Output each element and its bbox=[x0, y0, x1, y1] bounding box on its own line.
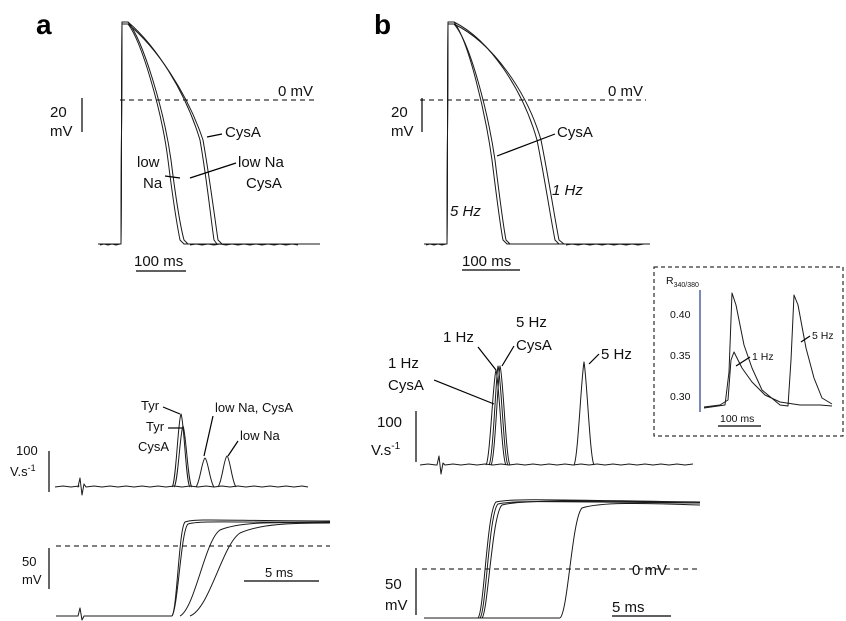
inset-calcium: R340/380 0.40 0.35 0.30 100 ms 1 Hz 5 Hz bbox=[653, 266, 844, 437]
upstroke-trace-1hz bbox=[481, 500, 701, 619]
pointer-cysa-a bbox=[206, 133, 223, 138]
label-tyr-cysa-2: CysA bbox=[138, 439, 169, 454]
upstroke-trace-low-na-cysa bbox=[179, 522, 331, 617]
upstroke-trace-tyr bbox=[171, 519, 331, 617]
dvdt-trace-1hz bbox=[488, 365, 509, 466]
panel-a-upstroke: 50 mV 5 ms bbox=[22, 519, 331, 621]
label-5hz: 5 Hz bbox=[601, 346, 632, 363]
upstroke-trace-5hz bbox=[477, 499, 701, 619]
dvdt-baseline-b bbox=[419, 455, 694, 475]
label-low-na-cysa-2: CysA bbox=[246, 175, 282, 192]
baseline-noise-b bbox=[425, 243, 645, 246]
pointer-low-na-dvdt bbox=[227, 440, 239, 457]
panel-b-dvdt: 100 V.s-1 1 Hz CysA 1 Hz 5 Hz CysA 5 Hz bbox=[371, 314, 694, 475]
label-1hz-ap: 1 Hz bbox=[552, 182, 583, 199]
ap-trace-cysa bbox=[120, 21, 320, 245]
label-low-na-cysa-1: low Na bbox=[238, 154, 285, 171]
pointer-low-na bbox=[164, 175, 181, 179]
voltage-scale-unit-b: mV bbox=[391, 123, 414, 140]
upstroke-voltage-scale-unit-a: mV bbox=[22, 572, 42, 587]
label-cysa-b: CysA bbox=[557, 124, 593, 141]
inset-ytick-040: 0.40 bbox=[670, 309, 691, 321]
label-1hz-cysa-1: 1 Hz bbox=[388, 355, 419, 372]
dvdt-trace-tyr bbox=[171, 413, 191, 488]
inset-frame bbox=[653, 266, 844, 437]
inset-pointer-1hz bbox=[735, 356, 751, 367]
panel-b-upstroke: 0 mV 50 mV 5 ms bbox=[385, 499, 701, 619]
zero-label-b-up: 0 mV bbox=[632, 562, 667, 579]
label-low-na-1: low bbox=[137, 154, 160, 171]
label-low-na-cysa-dvdt: low Na, CysA bbox=[215, 400, 293, 415]
upstroke-voltage-scale-value-b: 50 bbox=[385, 576, 402, 593]
inset-pointer-5hz bbox=[800, 335, 811, 343]
ap-trace-tyr bbox=[98, 21, 320, 245]
upstroke-trace-tyr-cysa bbox=[171, 521, 331, 617]
panel-label-a: a bbox=[36, 9, 52, 40]
label-low-na-2: Na bbox=[143, 175, 163, 192]
time-scale-label-a: 100 ms bbox=[134, 253, 183, 270]
dvdt-trace-low-na bbox=[217, 455, 237, 488]
label-5hz-cysa-2: CysA bbox=[516, 337, 552, 354]
voltage-scale-value-a: 20 bbox=[50, 104, 67, 121]
time-scale-label-b: 100 ms bbox=[462, 253, 511, 270]
inset-trace-1hz bbox=[703, 351, 833, 408]
inset-label-5hz: 5 Hz bbox=[812, 330, 834, 342]
label-5hz-cysa-1: 5 Hz bbox=[516, 314, 547, 331]
label-tyr: Tyr bbox=[141, 398, 160, 413]
label-cysa-a: CysA bbox=[225, 124, 261, 141]
upstroke-time-scale-label-b: 5 ms bbox=[612, 599, 645, 616]
pointer-5hz bbox=[588, 353, 600, 365]
inset-trace-5hz bbox=[703, 292, 833, 409]
inset-ylabel: R340/380 bbox=[666, 275, 699, 289]
voltage-scale-value-b: 20 bbox=[391, 104, 408, 121]
pointer-1hz-cysa bbox=[433, 379, 495, 405]
voltage-scale-unit-a: mV bbox=[50, 123, 73, 140]
upstroke-baseline-a bbox=[56, 607, 172, 621]
inset-label-1hz: 1 Hz bbox=[752, 351, 774, 363]
ap-trace-low-na-cysa bbox=[120, 23, 320, 245]
dvdt-baseline-a bbox=[54, 477, 309, 496]
upstroke-time-scale-label-a: 5 ms bbox=[265, 565, 294, 580]
rate-scale-value-a: 100 bbox=[16, 443, 38, 458]
dvdt-trace-tyr-cysa bbox=[173, 425, 193, 488]
zero-label-b: 0 mV bbox=[608, 83, 643, 100]
inset-time-scale-label: 100 ms bbox=[720, 413, 754, 425]
label-5hz-ap: 5 Hz bbox=[450, 203, 481, 220]
dvdt-trace-low-na-cysa bbox=[195, 457, 215, 488]
label-1hz-cysa-2: CysA bbox=[388, 377, 424, 394]
ap-trace-5hz-cysa bbox=[446, 23, 650, 245]
inset-ytick-035: 0.35 bbox=[670, 350, 691, 362]
zero-label-a: 0 mV bbox=[278, 83, 313, 100]
panel-a-ap: 0 mV 20 mV 100 ms CysA low Na low Na Cys… bbox=[50, 21, 320, 272]
pointer-cysa-b bbox=[496, 133, 556, 157]
pointer-tyr bbox=[162, 406, 181, 415]
pointer-5hz-cysa bbox=[501, 345, 515, 367]
panel-b-ap: 0 mV 20 mV 100 ms CysA 5 Hz 1 Hz bbox=[391, 21, 650, 271]
upstroke-trace-low-na bbox=[189, 522, 331, 617]
ap-trace-low-na bbox=[120, 23, 320, 245]
label-tyr-cysa-1: Tyr bbox=[146, 419, 165, 434]
upstroke-trace-1hz-cysa bbox=[559, 502, 701, 619]
pointer-low-na-cysa-dvdt bbox=[203, 415, 214, 457]
upstroke-voltage-scale-unit-b: mV bbox=[385, 597, 408, 614]
pointer-low-na-cysa bbox=[189, 162, 237, 179]
dvdt-trace-5hz bbox=[573, 361, 595, 466]
upstroke-trace-5hz-cysa bbox=[479, 501, 701, 619]
pointer-1hz bbox=[477, 346, 497, 371]
label-low-na-dvdt: low Na bbox=[240, 428, 281, 443]
dvdt-trace-5hz-cysa bbox=[490, 365, 511, 466]
baseline-noise-a bbox=[99, 243, 299, 246]
rate-scale-unit-b: V.s-1 bbox=[371, 441, 401, 459]
inset-ytick-030: 0.30 bbox=[670, 391, 691, 403]
panel-a-dvdt: 100 V.s-1 Tyr Tyr CysA low Na, CysA low … bbox=[10, 398, 309, 496]
upstroke-voltage-scale-value-a: 50 bbox=[22, 554, 36, 569]
rate-scale-unit-a: V.s-1 bbox=[10, 463, 36, 479]
ap-trace-5hz bbox=[424, 21, 650, 245]
rate-scale-value-b: 100 bbox=[377, 414, 402, 431]
ap-trace-1hz bbox=[446, 21, 650, 245]
panel-label-b: b bbox=[374, 9, 391, 40]
label-1hz: 1 Hz bbox=[443, 329, 474, 346]
